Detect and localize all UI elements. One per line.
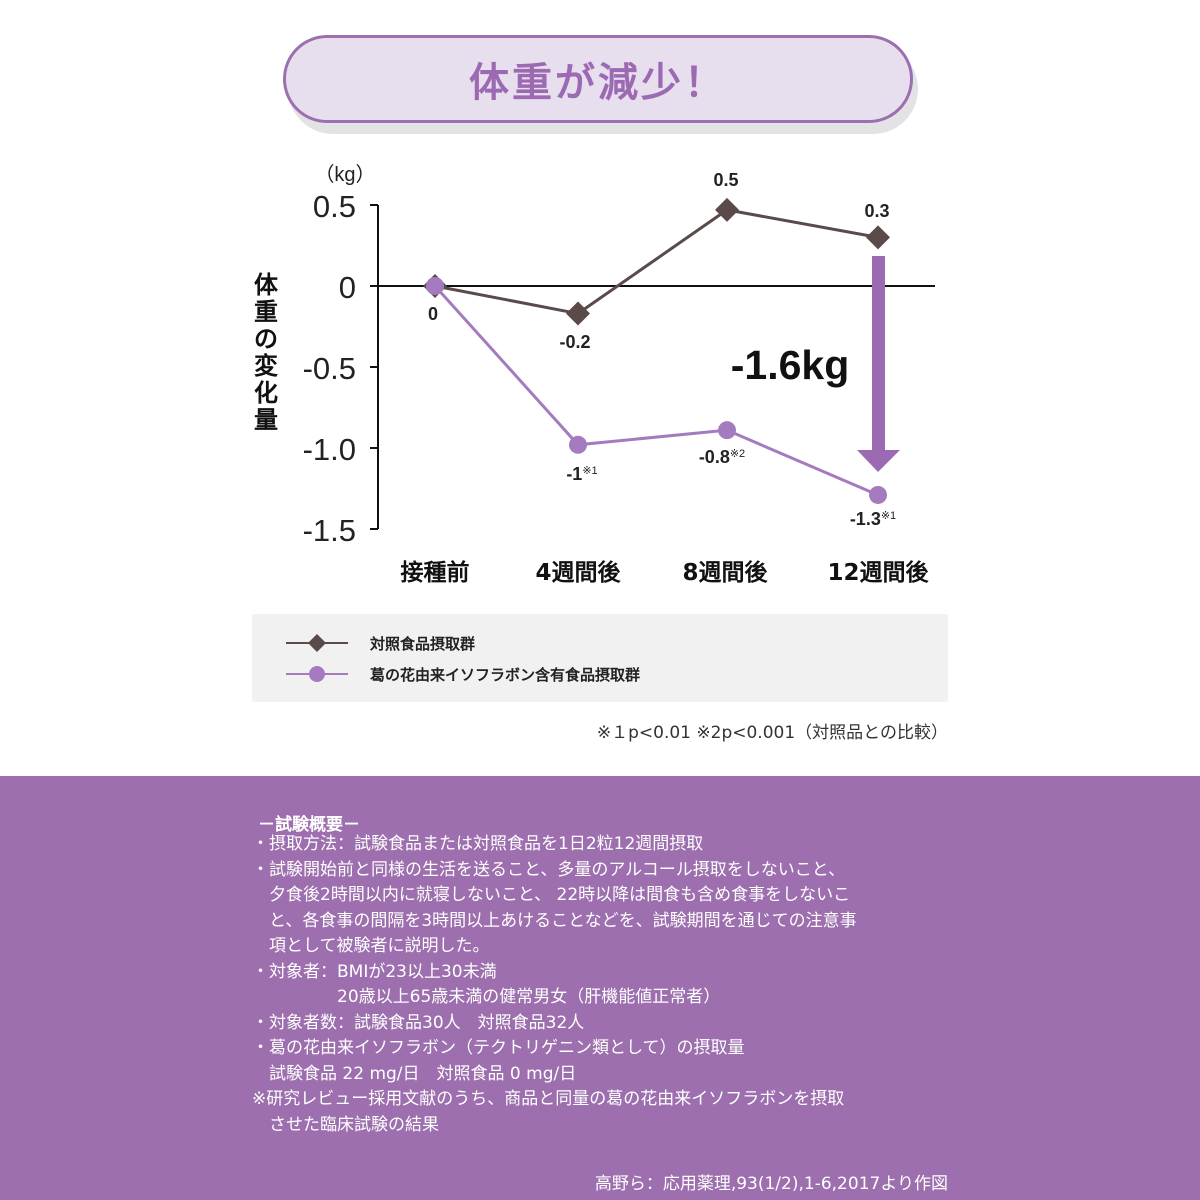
x-tick-label: 4週間後 [535,559,621,586]
y-tick-label: 0 [339,270,356,305]
series-line-2 [433,284,879,497]
y-tick-label: -0.5 [303,351,356,386]
data-point-diamond [566,301,590,326]
title-banner: 体重が減少！ [283,35,913,123]
weight-change-chart: （kg） 体重の変化量 0.5 0 -0.5 -1.0 -1.5 接種前 4週間後 8週間後… [254,163,935,586]
summary-line: させた臨床試験の結果 [252,1114,439,1135]
data-label: 0.5 [713,170,738,190]
y-tick-label: 0.5 [313,189,356,224]
legend-label-test: 葛の花由来イソフラボン含有食品摂取群 [370,665,641,684]
summary-line: 20歳以上65歳未満の健常男女（肝機能値正常者） [252,987,721,1007]
data-label: -1.3※1 [850,509,896,529]
x-tick-label: 12週間後 [827,559,929,586]
data-label: -1※1 [566,464,597,484]
y-tick-label: -1.0 [303,432,356,467]
data-point-circle [869,485,887,504]
summary-item: ・対象者数：試験食品30人 対照食品32人 [252,1011,972,1037]
significance-footnote: ※１p<0.01 ※2p<0.001（対照品との比較） [596,723,948,743]
summary-list: ・摂取方法：試験食品または対照食品を1日2粒12週間摂取・試験開始前と同様の生活… [252,832,972,1138]
arrow-head [857,450,900,472]
difference-annotation: -1.6kg [731,342,850,388]
y-tick-label: -1.5 [303,513,356,548]
x-tick-label: 接種前 [401,559,470,586]
summary-item: ・試験開始前と同様の生活を送ること、多量のアルコール摂取をしないこと、 夕食後2… [252,858,972,960]
y-axis-title: 体重の変化量 [254,271,279,434]
summary-line: ・試験開始前と同様の生活を送ること、多量のアルコール摂取をしないこと、 [252,859,846,880]
summary-item: ・対象者：BMIが23以上30未満 20歳以上65歳未満の健常男女（肝機能値正常… [252,960,972,1011]
summary-line: 夕食後2時間以内に就寝しないこと、 22時以降は間食も含め食事をしないこ [252,885,851,905]
legend: 対照食品摂取群 葛の花由来イソフラボン含有食品摂取群 [252,614,948,702]
summary-line: 試験食品 22 mg/日 対照食品 0 mg/日 [252,1063,577,1084]
data-label: -0.2 [559,332,590,352]
difference-arrow [857,256,900,472]
y-unit-label: （kg） [314,163,375,186]
study-summary-panel: －試験概要－ ・摂取方法：試験食品または対照食品を1日2粒12週間摂取・試験開始… [0,776,1200,1200]
summary-line: ・対象者：BMIが23以上30未満 [252,961,497,982]
summary-item: ・摂取方法：試験食品または対照食品を1日2粒12週間摂取 [252,832,972,858]
y-ticks: 0.5 0 -0.5 -1.0 -1.5 [303,189,378,548]
summary-item: ※研究レビュー採用文献のうち、商品と同量の葛の花由来イソフラボンを摂取 させた臨… [252,1087,972,1138]
data-point-circle [718,421,736,440]
data-label: 0.3 [864,201,889,221]
data-point-diamond [866,225,890,250]
data-point-circle [569,435,587,454]
summary-line: ・摂取方法：試験食品または対照食品を1日2粒12週間摂取 [252,834,704,854]
series-lines [433,208,879,497]
series-line-1 [434,208,879,316]
summary-line: と、各食事の間隔を3時間以上あけることなどを、試験期間を通じての注意事 [252,910,857,931]
legend-marker-diamond [286,634,348,652]
x-tick-labels: 接種前 4週間後 8週間後 12週間後 [401,559,930,586]
summary-line: ・対象者数：試験食品30人 対照食品32人 [252,1012,585,1033]
summary-item: ・葛の花由来イソフラボン（テクトリゲニン類として）の摂取量 試験食品 22 mg… [252,1036,972,1087]
summary-line: ・葛の花由来イソフラボン（テクトリゲニン類として）の摂取量 [252,1038,745,1058]
banner-title: 体重が減少！ [469,60,727,106]
legend-item-test: 葛の花由来イソフラボン含有食品摂取群 [286,662,640,686]
legend-label-control: 対照食品摂取群 [370,634,476,653]
summary-line: ※研究レビュー採用文献のうち、商品と同量の葛の花由来イソフラボンを摂取 [252,1089,845,1109]
data-label: 0 [428,304,438,324]
data-point-diamond [715,197,739,222]
summary-line: 項として被験者に説明した。 [252,936,490,956]
legend-marker-circle [286,666,348,682]
data-point-circle [426,277,444,295]
series-points [423,197,890,504]
data-label: -0.8※2 [699,447,745,467]
legend-item-control: 対照食品摂取群 [286,631,475,655]
x-tick-label: 8週間後 [682,559,768,586]
summary-heading: －試験概要－ [258,815,360,835]
arrow-shaft [872,256,885,452]
summary-source: 高野ら：応用薬理,93(1/2),1-6,2017より作図 [594,1174,948,1194]
